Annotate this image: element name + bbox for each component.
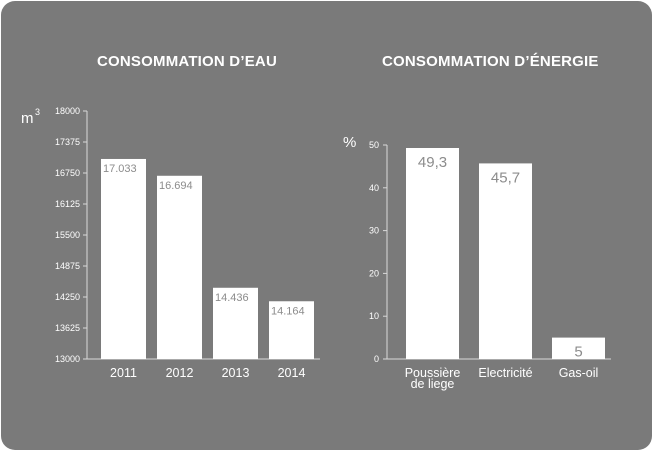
water-y-tick-label: 16750 <box>55 168 80 178</box>
energy-y-tick-label: 50 <box>369 140 379 150</box>
energy-y-tick-label: 0 <box>374 354 379 364</box>
energy-category-label: Electricité <box>478 366 532 380</box>
energy-y-axis-label: % <box>343 134 356 151</box>
energy-chart-title: CONSOMMATION D’ÉNERGIE <box>382 53 599 70</box>
energy-category-label: Poussière <box>405 366 461 380</box>
water-y-axis-label: m <box>21 110 34 127</box>
water-y-tick-label: 15500 <box>55 230 80 240</box>
water-y-tick-label: 16125 <box>55 199 80 209</box>
energy-bar <box>552 337 605 359</box>
water-chart-title: CONSOMMATION D’EAU <box>97 53 277 70</box>
energy-bar <box>406 147 459 359</box>
water-y-tick-label: 14250 <box>55 292 80 302</box>
water-value-label: 17.033 <box>103 163 137 175</box>
water-category-label: 2014 <box>278 366 306 380</box>
energy-y-tick-label: 10 <box>369 311 379 321</box>
energy-value-label: 45,7 <box>491 169 520 186</box>
water-value-label: 14.164 <box>271 305 305 317</box>
energy-bar <box>479 163 532 359</box>
energy-value-label: 5 <box>574 344 582 361</box>
water-bar <box>101 158 146 359</box>
water-bar <box>269 301 314 359</box>
energy-y-tick-label: 30 <box>369 226 379 236</box>
water-y-axis-label-superscript: 3 <box>35 107 40 117</box>
water-y-tick-label: 13625 <box>55 323 80 333</box>
water-value-label: 16.694 <box>159 180 193 192</box>
water-bar <box>157 175 202 359</box>
energy-category-label: Gas-oil <box>559 366 599 380</box>
water-category-label: 2012 <box>166 366 194 380</box>
water-bar <box>213 287 258 359</box>
water-y-tick-label: 14875 <box>55 261 80 271</box>
energy-y-tick-label: 40 <box>369 183 379 193</box>
energy-y-tick-label: 20 <box>369 268 379 278</box>
water-y-tick-label: 18000 <box>55 106 80 116</box>
water-y-tick-label: 13000 <box>55 354 80 364</box>
water-y-tick-label: 17375 <box>55 137 80 147</box>
water-category-label: 2011 <box>110 366 137 380</box>
energy-value-label: 49,3 <box>418 154 447 171</box>
energy-category-label: de liege <box>411 377 455 391</box>
water-value-label: 14.436 <box>215 292 249 304</box>
water-category-label: 2013 <box>222 366 250 380</box>
